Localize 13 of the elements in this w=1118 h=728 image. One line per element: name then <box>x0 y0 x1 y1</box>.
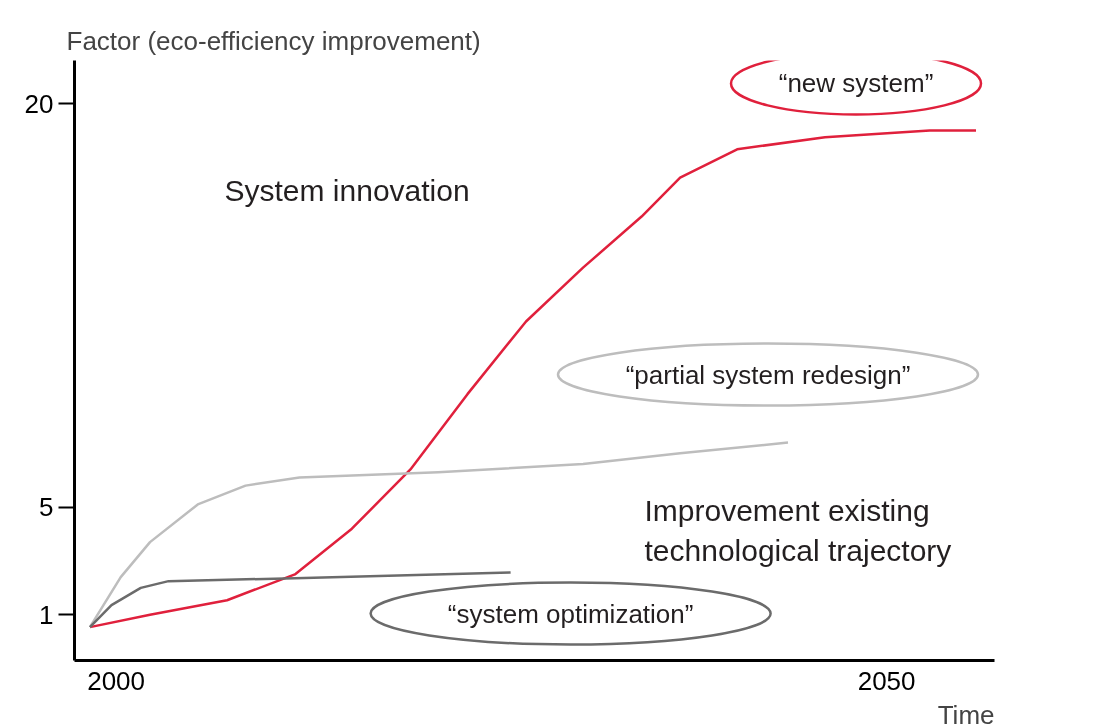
x-axis-title: Time <box>937 699 995 728</box>
y-tick-label: 5 <box>39 492 54 523</box>
x-tick-label: 2050 <box>857 665 916 696</box>
annotation: Improvement existing technological trajectory <box>644 494 952 567</box>
x-tick-label: 2000 <box>87 665 146 696</box>
series-label: “system optimization” <box>447 598 694 629</box>
annotation: System innovation <box>224 174 470 207</box>
y-tick-label: 1 <box>39 599 54 630</box>
y-tick-label: 20 <box>24 88 54 119</box>
line-series <box>88 129 978 629</box>
series-label: “new system” <box>778 68 934 99</box>
text: “partial system redesign” <box>625 359 911 390</box>
y-axis-title: Factor (eco-efficiency improvement) <box>66 25 481 56</box>
